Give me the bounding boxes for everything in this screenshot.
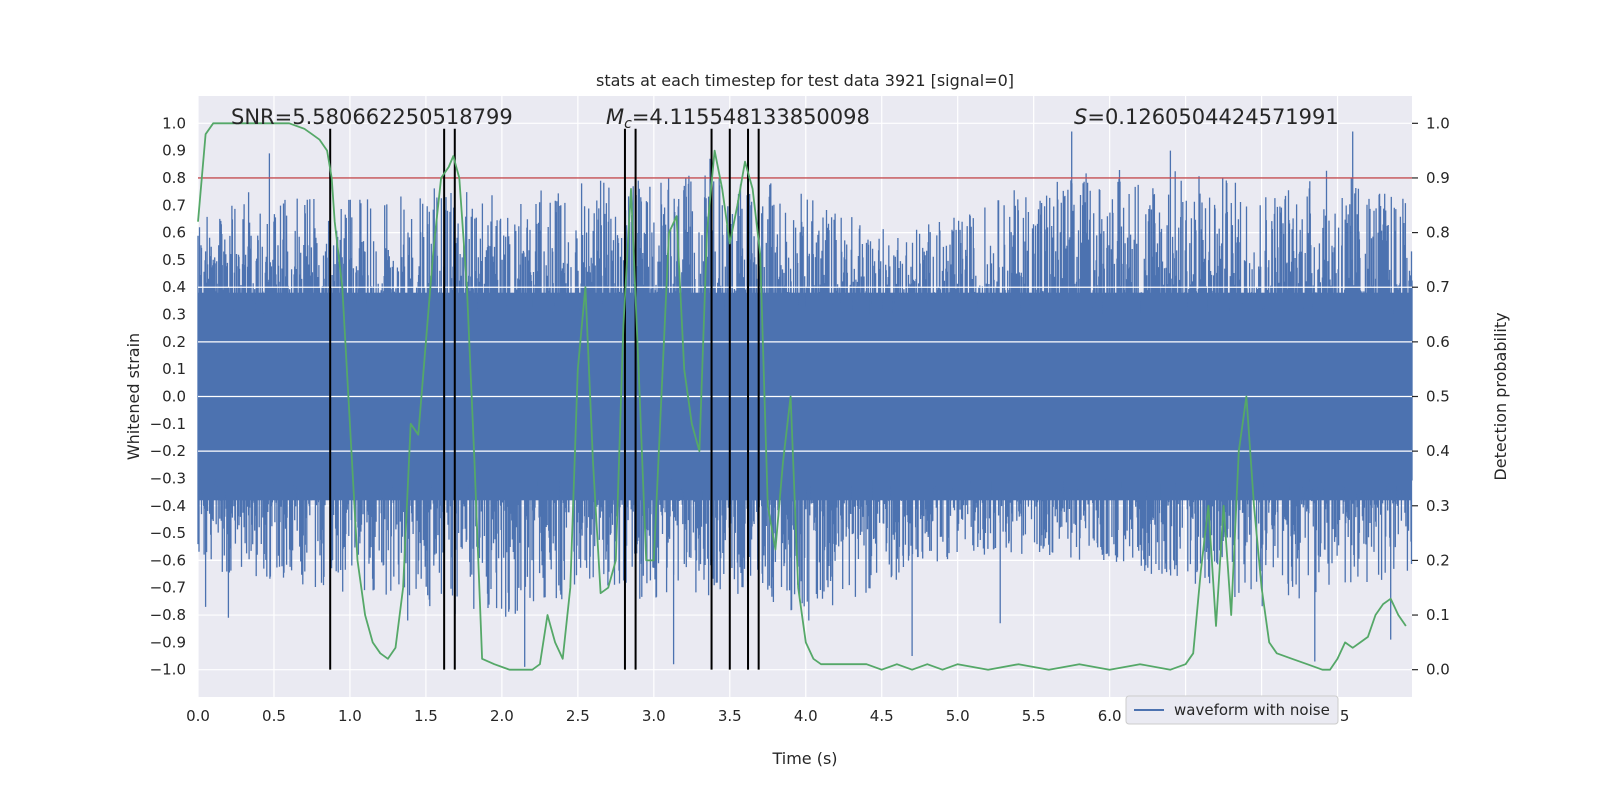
waveform-series bbox=[197, 131, 1413, 667]
y-tick-label: −1.0 bbox=[150, 661, 186, 679]
y-tick-label: 0.1 bbox=[162, 360, 186, 378]
y-tick-label: −0.7 bbox=[150, 579, 186, 597]
y-tick-label: −0.5 bbox=[150, 524, 186, 542]
y-tick-label: 0.4 bbox=[162, 278, 186, 296]
y-tick-label: −0.2 bbox=[150, 442, 186, 460]
y-tick-label: 0.0 bbox=[162, 388, 186, 406]
y-tick-label: −0.8 bbox=[150, 606, 186, 624]
chirp-mass-symbol: M bbox=[606, 105, 624, 129]
x-tick-label: 3.0 bbox=[642, 707, 666, 725]
y-tick-label: 0.3 bbox=[162, 306, 186, 324]
y-tick-label: −0.9 bbox=[150, 633, 186, 651]
y-right-tick-label: 0.4 bbox=[1426, 442, 1450, 460]
y-right-tick-label: 0.0 bbox=[1426, 661, 1450, 679]
x-tick-label: 5.5 bbox=[1022, 707, 1046, 725]
x-tick-label: 4.5 bbox=[870, 707, 894, 725]
x-tick-label: 5.0 bbox=[946, 707, 970, 725]
chart-title: stats at each timestep for test data 392… bbox=[596, 71, 1014, 90]
y-tick-label: 0.8 bbox=[162, 169, 186, 187]
y-right-tick-label: 1.0 bbox=[1426, 114, 1450, 132]
x-tick-label: 2.5 bbox=[566, 707, 590, 725]
x-tick-label: 0.5 bbox=[262, 707, 286, 725]
legend-label: waveform with noise bbox=[1174, 701, 1330, 719]
y-right-axis-ticks: 1.0 0.9 0.8 0.7 0.6 0.5 0.4 0.3 0.2 0.1 0.0 bbox=[1412, 114, 1450, 679]
chirp-mass-value: =4.115548133850098 bbox=[632, 105, 870, 129]
x-tick-label: 2.0 bbox=[490, 707, 514, 725]
y-tick-label: −0.6 bbox=[150, 551, 186, 569]
legend: waveform with noise bbox=[1125, 695, 1339, 725]
y-axis-label: Whitened strain bbox=[124, 333, 143, 460]
y-tick-label: 0.2 bbox=[162, 333, 186, 351]
y-tick-label: 1.0 bbox=[162, 114, 186, 132]
chirp-mass-annotation: Mc=4.115548133850098 bbox=[606, 105, 870, 132]
y-right-tick-label: 0.2 bbox=[1426, 551, 1450, 569]
y-right-tick-label: 0.3 bbox=[1426, 497, 1450, 515]
chirp-mass-subscript: c bbox=[624, 116, 632, 132]
s-value: =0.1260504424571991 bbox=[1087, 105, 1338, 129]
y-right-tick-label: 0.1 bbox=[1426, 606, 1450, 624]
x-tick-label: 0.0 bbox=[186, 707, 210, 725]
x-tick-label: 1.5 bbox=[414, 707, 438, 725]
y-right-tick-label: 0.6 bbox=[1426, 333, 1450, 351]
snr-annotation: SNR=5.580662250518799 bbox=[231, 105, 513, 129]
y-right-tick-label: 0.8 bbox=[1426, 224, 1450, 242]
x-tick-label: 1.0 bbox=[338, 707, 362, 725]
event-markers bbox=[329, 128, 760, 670]
y-right-tick-label: 0.9 bbox=[1426, 169, 1450, 187]
y-tick-label: −0.3 bbox=[150, 469, 186, 487]
y-tick-label: 0.9 bbox=[162, 142, 186, 160]
s-annotation: S=0.1260504424571991 bbox=[1074, 105, 1339, 129]
y-tick-label: −0.4 bbox=[150, 497, 186, 515]
legend-box bbox=[1125, 695, 1339, 725]
y-tick-label: 0.5 bbox=[162, 251, 186, 269]
y-right-tick-label: 0.7 bbox=[1426, 278, 1450, 296]
y-axis-ticks: 1.0 0.9 0.8 0.7 0.6 0.5 0.4 0.3 0.2 0.1 0.0 −0.1 −0.… bbox=[150, 114, 186, 678]
y-tick-label: 0.7 bbox=[162, 196, 186, 214]
y-tick-label: −0.1 bbox=[150, 415, 186, 433]
x-tick-label: 3.5 bbox=[718, 707, 742, 725]
detection-probability-line bbox=[197, 122, 1407, 671]
x-axis-label: Time (s) bbox=[771, 749, 837, 768]
y-tick-label: 0.6 bbox=[162, 224, 186, 242]
x-tick-label: 6.0 bbox=[1098, 707, 1122, 725]
y-right-axis-label: Detection probability bbox=[1491, 312, 1510, 480]
s-symbol: S bbox=[1074, 105, 1087, 129]
y-right-tick-label: 0.5 bbox=[1426, 388, 1450, 406]
x-tick-label: 4.0 bbox=[794, 707, 818, 725]
